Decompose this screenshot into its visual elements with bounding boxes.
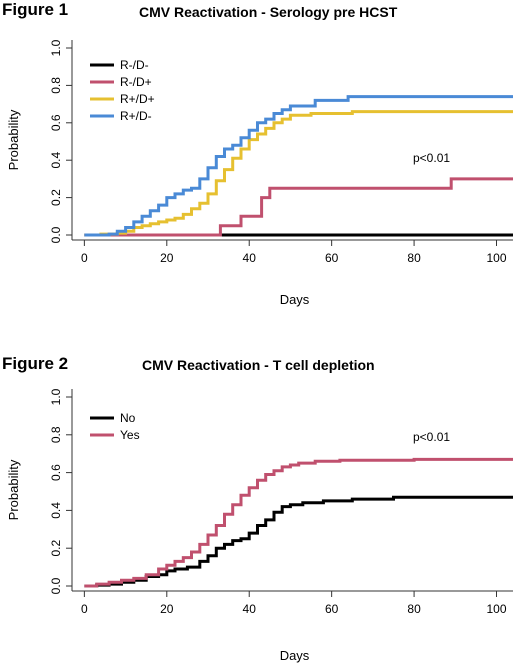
legend-label: R-/D- — [120, 58, 149, 72]
series-line-r-d — [84, 95, 513, 237]
x-tick-label: 60 — [325, 602, 339, 616]
x-tick-label: 0 — [81, 602, 88, 616]
chart-1: 0 20 40 60 80 100 0.0 0.2 0.4 0.6 0.8 1.0 Days Probab… — [6, 39, 513, 307]
y-axis-label: Probability — [6, 109, 21, 170]
x-tick-label: 0 — [81, 251, 88, 265]
x-tick-label: 60 — [325, 251, 339, 265]
figure-2-title: CMV Reactivation - T cell depletion — [142, 357, 375, 373]
y-tick-label: 0.2 — [49, 540, 63, 557]
y-tick-label: 0.6 — [49, 464, 63, 481]
legend-label: No — [120, 411, 136, 425]
x-tick-label: 100 — [486, 602, 506, 616]
figure-1-label: Figure 1 — [2, 0, 69, 19]
chart-2: 0 20 40 60 80 100 0.0 0.2 0.4 0.6 0.8 1.0 Days Probab… — [6, 388, 513, 663]
x-axis-label: Days — [280, 648, 310, 663]
y-tick-label: 0.8 — [49, 426, 63, 443]
x-tick-label: 20 — [160, 602, 174, 616]
legend-label: R+/D- — [120, 109, 152, 123]
y-tick-label: 0.4 — [49, 152, 63, 169]
legend-label: R+/D+ — [120, 92, 155, 106]
series-line-r-d — [84, 110, 513, 237]
p-value-annotation: p<0.01 — [413, 151, 450, 165]
y-tick-label: 1.0 — [49, 39, 63, 56]
y-axis-label: Probability — [6, 459, 21, 520]
legend-label: R-/D+ — [120, 75, 152, 89]
legend-label: Yes — [120, 428, 140, 442]
y-tick-label: 0.6 — [49, 114, 63, 131]
figure-1-title: CMV Reactivation - Serology pre HCST — [139, 4, 398, 20]
y-tick-label: 0.4 — [49, 502, 63, 519]
y-tick-label: 0.8 — [49, 77, 63, 94]
x-tick-label: 100 — [486, 251, 506, 265]
figure-2-label: Figure 2 — [2, 354, 69, 373]
series-line-no — [84, 495, 513, 588]
x-tick-label: 20 — [160, 251, 174, 265]
x-axis-label: Days — [280, 292, 310, 307]
x-tick-label: 80 — [407, 602, 421, 616]
x-tick-label: 40 — [243, 602, 257, 616]
x-tick-label: 80 — [407, 251, 421, 265]
y-tick-label: 0.0 — [49, 577, 63, 594]
x-tick-label: 40 — [243, 251, 257, 265]
y-tick-label: 0.0 — [49, 226, 63, 243]
y-tick-label: 0.2 — [49, 189, 63, 206]
y-tick-label: 1.0 — [49, 388, 63, 405]
series-line-r-d — [84, 177, 513, 237]
p-value-annotation: p<0.01 — [413, 430, 450, 444]
series-line-yes — [84, 457, 513, 588]
